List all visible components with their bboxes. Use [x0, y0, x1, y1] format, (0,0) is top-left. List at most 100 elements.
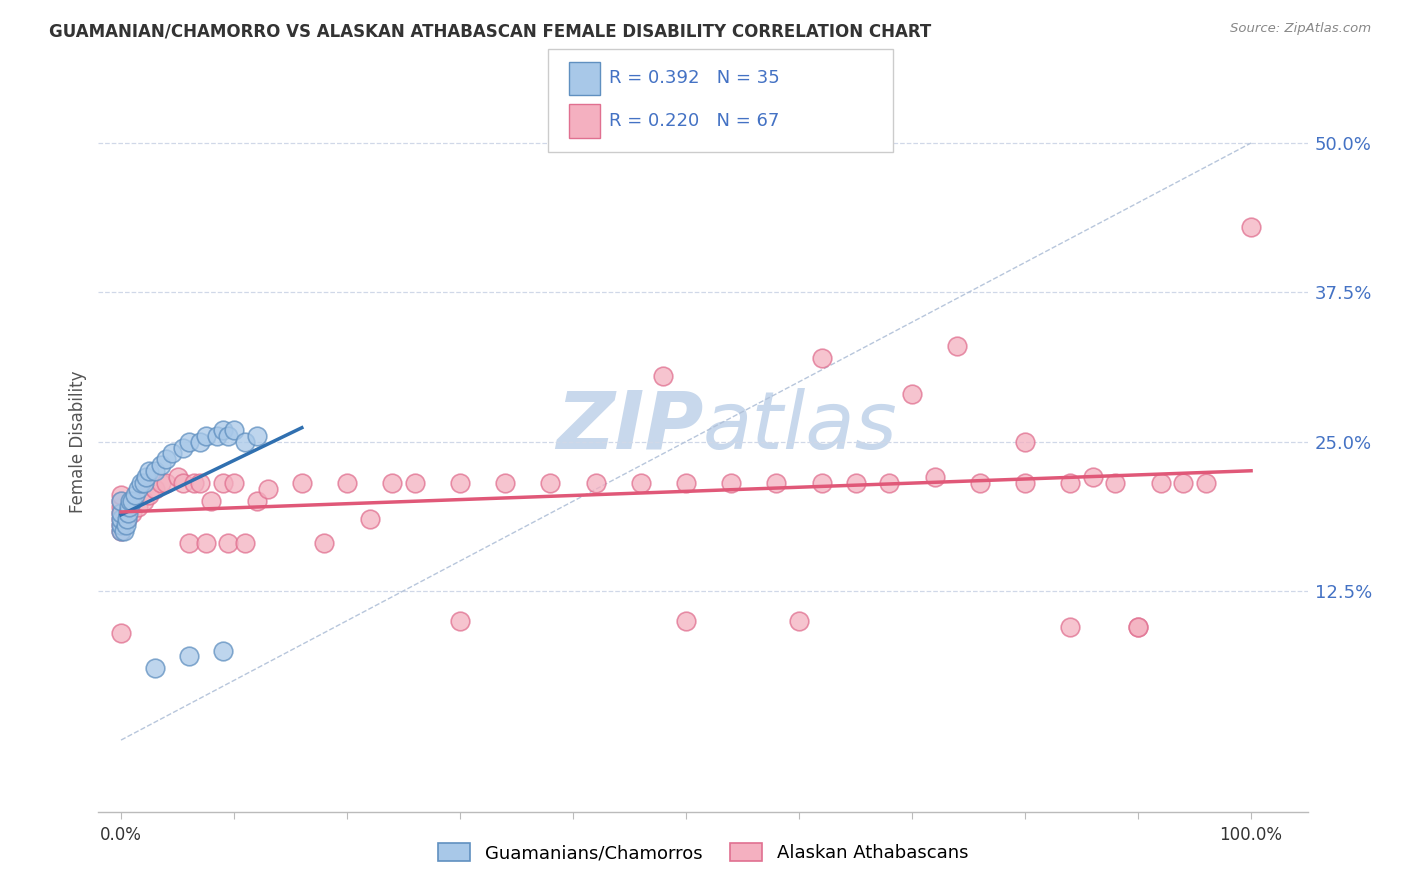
Point	[1014, 476, 1036, 491]
Point	[127, 483, 149, 497]
Point	[149, 458, 172, 473]
Point	[1104, 476, 1126, 491]
Point	[110, 506, 132, 520]
Point	[172, 476, 194, 491]
Point	[449, 476, 471, 491]
Point	[200, 494, 222, 508]
Point	[118, 500, 141, 515]
Point	[969, 476, 991, 491]
Point	[110, 625, 132, 640]
Point	[205, 428, 228, 442]
Point	[124, 488, 146, 502]
Point	[381, 476, 404, 491]
Point	[404, 476, 426, 491]
Point	[110, 494, 132, 508]
Point	[110, 506, 132, 520]
Point	[217, 428, 239, 442]
Point	[135, 470, 157, 484]
Point	[765, 476, 787, 491]
Point	[946, 339, 969, 353]
Point	[132, 494, 155, 508]
Point	[114, 518, 136, 533]
Point	[291, 476, 314, 491]
Point	[585, 476, 607, 491]
Point	[1173, 476, 1195, 491]
Point	[188, 476, 211, 491]
Point	[155, 452, 177, 467]
Point	[222, 423, 245, 437]
Point	[110, 518, 132, 533]
Text: ZIP: ZIP	[555, 388, 703, 466]
Point	[188, 434, 211, 449]
Point	[115, 512, 138, 526]
Point	[149, 476, 172, 491]
Point	[166, 470, 188, 484]
Point	[138, 488, 160, 502]
Point	[112, 524, 135, 538]
Point	[845, 476, 868, 491]
Point	[449, 614, 471, 628]
Text: R = 0.392   N = 35: R = 0.392 N = 35	[609, 70, 779, 87]
Point	[924, 470, 946, 484]
Point	[675, 476, 697, 491]
Point	[810, 351, 832, 365]
Point	[143, 661, 166, 675]
Point	[1195, 476, 1218, 491]
Point	[246, 494, 269, 508]
Point	[110, 524, 132, 538]
Point	[538, 476, 561, 491]
Point	[110, 488, 132, 502]
Point	[1126, 620, 1149, 634]
Point	[131, 476, 153, 491]
Point	[233, 434, 256, 449]
Point	[117, 506, 139, 520]
Point	[211, 643, 233, 657]
Point	[143, 464, 166, 478]
Point	[630, 476, 652, 491]
Point	[121, 494, 143, 508]
Point	[494, 476, 516, 491]
Point	[1126, 620, 1149, 634]
Point	[172, 441, 194, 455]
Y-axis label: Female Disability: Female Disability	[69, 370, 87, 513]
Point	[233, 536, 256, 550]
Point	[359, 512, 381, 526]
Point	[138, 464, 160, 478]
Point	[110, 494, 132, 508]
Text: atlas: atlas	[703, 388, 898, 466]
Point	[1240, 219, 1263, 234]
Point	[120, 494, 142, 508]
Point	[787, 614, 810, 628]
Point	[143, 483, 166, 497]
Point	[879, 476, 901, 491]
Point	[194, 428, 217, 442]
Point	[127, 500, 149, 515]
Point	[810, 476, 832, 491]
Point	[246, 428, 269, 442]
Point	[177, 536, 200, 550]
Point	[1014, 434, 1036, 449]
Point	[110, 512, 132, 526]
Point	[183, 476, 205, 491]
Legend: Guamanians/Chamorros, Alaskan Athabascans: Guamanians/Chamorros, Alaskan Athabascan…	[430, 836, 976, 870]
Point	[1150, 476, 1173, 491]
Point	[1059, 620, 1081, 634]
Text: GUAMANIAN/CHAMORRO VS ALASKAN ATHABASCAN FEMALE DISABILITY CORRELATION CHART: GUAMANIAN/CHAMORRO VS ALASKAN ATHABASCAN…	[49, 22, 931, 40]
Point	[314, 536, 336, 550]
Point	[901, 386, 924, 401]
Point	[155, 476, 177, 491]
Point	[177, 649, 200, 664]
Point	[652, 368, 675, 383]
Point	[121, 506, 143, 520]
Point	[675, 614, 697, 628]
Point	[177, 434, 200, 449]
Point	[222, 476, 245, 491]
Point	[194, 536, 217, 550]
Point	[110, 524, 132, 538]
Point	[211, 476, 233, 491]
Point	[217, 536, 239, 550]
Point	[160, 446, 183, 460]
Point	[110, 500, 132, 515]
Point	[115, 512, 138, 526]
Point	[720, 476, 742, 491]
